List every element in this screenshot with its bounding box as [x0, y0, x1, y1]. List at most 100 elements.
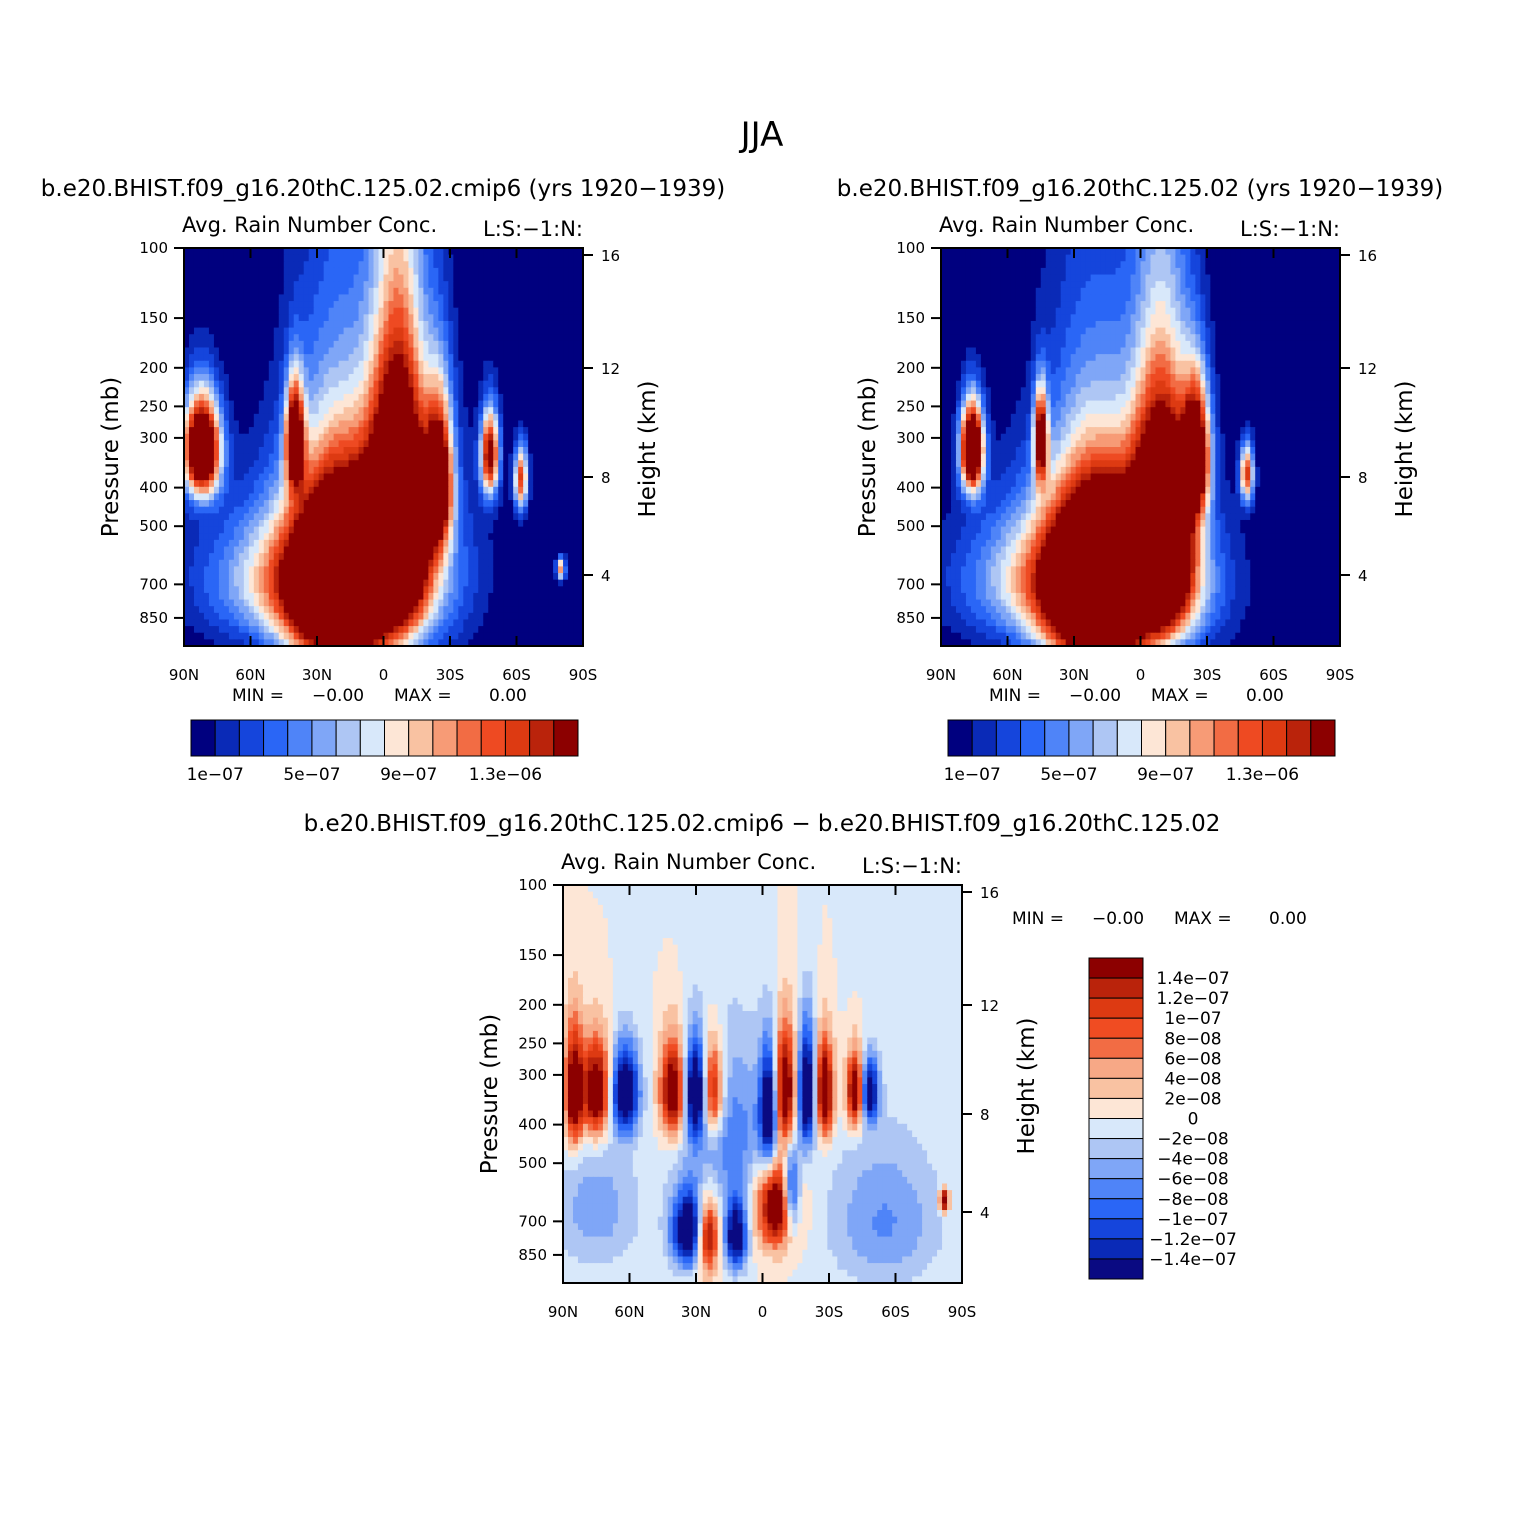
heatmap-cell: [293, 632, 300, 640]
heatmap-cell: [578, 592, 584, 601]
heatmap-cell: [228, 400, 235, 408]
heatmap-cell: [223, 301, 230, 309]
heatmap-cell: [493, 334, 499, 342]
heatmap-cell: [528, 626, 534, 634]
heatmap-cell: [184, 466, 190, 475]
heatmap-cell: [398, 586, 405, 594]
heatmap-cell: [413, 559, 420, 567]
heatmap-cell: [308, 506, 315, 514]
heatmap-cell: [238, 393, 245, 402]
heatmap-cell: [518, 460, 524, 468]
heatmap-cell: [378, 526, 385, 534]
heatmap-cell: [223, 387, 230, 395]
heatmap-cell: [508, 612, 514, 621]
heatmap-cell: [453, 307, 459, 315]
heatmap-cell: [513, 427, 519, 435]
heatmap-cell: [368, 287, 375, 296]
heatmap-cell: [243, 413, 250, 422]
heatmap-cell: [393, 573, 400, 581]
heatmap-cell: [248, 281, 255, 289]
heatmap-cell: [308, 606, 315, 614]
heatmap-cell: [243, 374, 250, 382]
heatmap-cell: [473, 281, 479, 289]
heatmap-cell: [543, 500, 549, 508]
heatmap-cell: [388, 294, 395, 302]
heatmap-cell: [473, 506, 479, 514]
heatmap-cell: [363, 513, 370, 521]
heatmap-cell: [273, 380, 280, 388]
heatmap-cell: [1230, 248, 1236, 256]
heatmap-cell: [433, 314, 439, 322]
heatmap-cell: [368, 420, 375, 428]
heatmap-cell: [383, 413, 390, 422]
heatmap-cell: [563, 473, 569, 481]
heatmap-cell: [343, 261, 350, 269]
heatmap-cell: [263, 460, 270, 468]
heatmap-cell: [513, 314, 519, 322]
heatmap-cell: [328, 473, 335, 481]
heatmap-cell: [493, 586, 499, 594]
heatmap-cell: [303, 566, 310, 574]
heatmap-cell: [398, 447, 405, 455]
heatmap-cell: [543, 632, 549, 640]
heatmap-cell: [198, 367, 205, 375]
heatmap-cell: [343, 533, 350, 541]
heatmap-cell: [468, 539, 474, 548]
heatmap-cell: [278, 526, 285, 534]
heatmap-cell: [298, 367, 305, 375]
heatmap-cell: [363, 546, 370, 554]
heatmap-cell: [333, 314, 340, 322]
heatmap-cell: [223, 619, 230, 627]
heatmap-cell: [448, 559, 454, 567]
heatmap-cell: [478, 354, 484, 362]
heatmap-cell: [398, 254, 405, 262]
heatmap-cell: [318, 553, 325, 561]
heatmap-cell: [343, 486, 350, 495]
heatmap-cell: [318, 380, 325, 388]
heatmap-cell: [338, 267, 345, 276]
heatmap-cell: [383, 553, 390, 561]
heatmap-cell: [313, 301, 320, 309]
heatmap-cell: [303, 460, 310, 468]
heatmap-cell: [528, 387, 534, 395]
heatmap-cell: [493, 327, 499, 335]
heatmap-cell: [243, 460, 250, 468]
x-tick-label: 90S: [569, 666, 598, 684]
heatmap-cell: [333, 639, 340, 647]
heatmap-cell: [288, 573, 295, 581]
heatmap-cell: [343, 539, 350, 548]
heatmap-cell: [553, 480, 559, 488]
heatmap-cell: [238, 294, 245, 302]
heatmap-cell: [243, 354, 250, 362]
heatmap-cell: [563, 513, 569, 521]
heatmap-cell: [388, 327, 395, 335]
heatmap-cell: [388, 592, 395, 601]
heatmap-cell: [373, 566, 380, 574]
heatmap-cell: [203, 347, 210, 355]
heatmap-cell: [418, 440, 424, 448]
heatmap-cell: [508, 393, 514, 402]
heatmap-cell: [543, 526, 549, 534]
heatmap-cell: [233, 506, 240, 514]
heatmap-cell: [463, 427, 469, 435]
heatmap-cell: [548, 546, 554, 554]
heatmap-cell: [418, 447, 424, 455]
heatmap-cell: [1135, 248, 1142, 256]
heatmap-cell: [1120, 248, 1127, 256]
heatmap-cell: [193, 374, 200, 382]
heatmap-cell: [223, 493, 230, 501]
heatmap-cell: [478, 433, 484, 441]
heatmap-cell: [348, 267, 355, 276]
heatmap-cell: [363, 354, 370, 362]
heatmap-cell: [443, 486, 449, 495]
heatmap-cell: [513, 267, 519, 276]
heatmap-cell: [308, 486, 315, 495]
heatmap-cell: [333, 460, 340, 468]
heatmap-cell: [418, 413, 424, 422]
heatmap-cell: [493, 453, 499, 461]
heatmap-cell: [523, 261, 529, 269]
heatmap-cell: [438, 639, 444, 647]
heatmap-cell: [553, 626, 559, 634]
heatmap-cell: [483, 360, 489, 368]
heatmap-cell: [273, 400, 280, 408]
